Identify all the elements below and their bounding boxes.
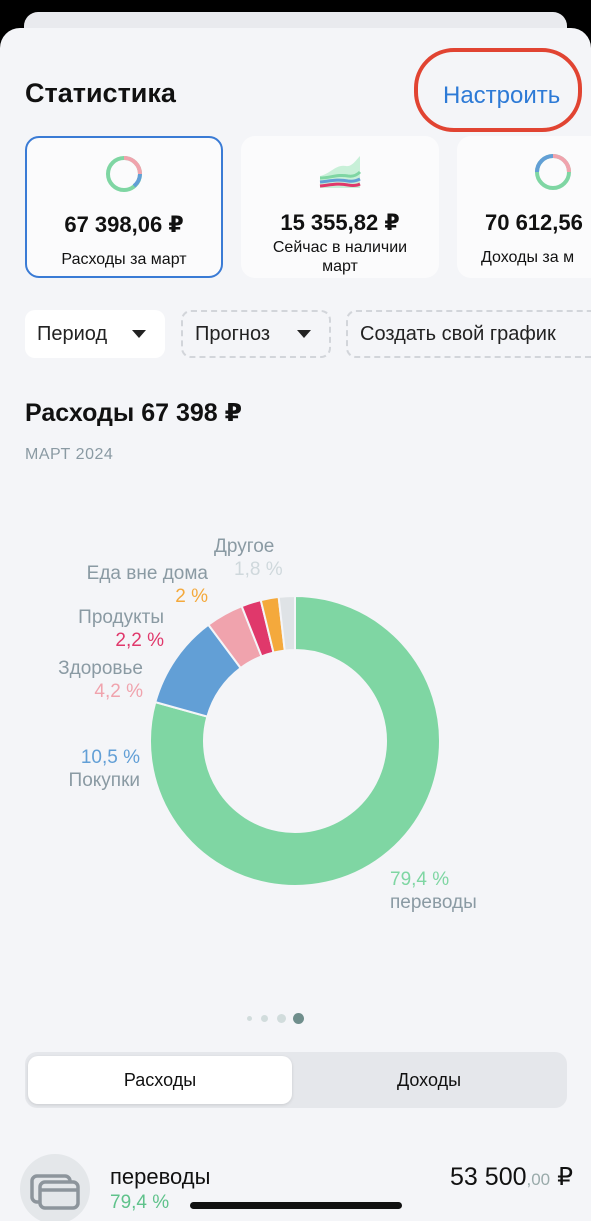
slice-name: Продукты [78, 607, 164, 628]
highlight-annotation [414, 48, 582, 132]
list-item-name[interactable]: переводы [110, 1164, 211, 1189]
slice-percent: 1,8 % [234, 559, 283, 580]
filter-period[interactable]: Период [25, 310, 165, 358]
card-amount: 15 355,82 ₽ [280, 210, 400, 235]
home-indicator[interactable] [190, 1202, 402, 1209]
card-amount: 70 612,56 [485, 210, 583, 235]
donut-slice-переводы[interactable] [149, 594, 441, 887]
period-subtitle: МАРТ 2024 [25, 446, 114, 463]
donut-mini-icon [535, 154, 571, 190]
slice-name: переводы [390, 892, 477, 913]
card-label: Доходы за м [481, 249, 575, 266]
type-segmented-control: Расходы Доходы [25, 1052, 567, 1108]
caret-down-icon [132, 330, 146, 338]
page-dot[interactable] [261, 1015, 268, 1022]
label-transfers: 79,4 % переводы [390, 868, 477, 914]
slice-name: Здоровье [58, 658, 143, 679]
card-amount: 67 398,06 ₽ [64, 212, 184, 237]
card-income[interactable]: 70 612,56 Доходы за м [457, 136, 591, 278]
wave-chart-icon [319, 156, 362, 188]
statistics-sheet: Статистика Настроить 67 398,06 ₽ Расходы… [0, 28, 591, 1221]
amount-main: 53 500 [450, 1163, 527, 1191]
slice-percent: 2 % [175, 586, 208, 607]
card-balance[interactable]: 15 355,82 ₽ Сейчас в наличии март [241, 136, 439, 278]
card-expenses[interactable]: 67 398,06 ₽ Расходы за март [25, 136, 223, 278]
donut-mini-icon [106, 156, 142, 192]
label-shopping: 10,5 % Покупки [20, 746, 140, 792]
segment-expenses[interactable]: Расходы [28, 1056, 292, 1104]
expenses-title: Расходы 67 398 ₽ [25, 399, 243, 427]
amount-cents: ,00 [526, 1170, 551, 1189]
segment-income[interactable]: Доходы [396, 1070, 462, 1090]
filter-label: Прогноз [195, 323, 271, 345]
label-health: Здоровье 4,2 % [20, 657, 143, 703]
slice-percent: 10,5 % [80, 747, 140, 768]
expenses-donut-chart [149, 594, 441, 887]
page-title: Статистика [25, 78, 176, 108]
create-chart-button[interactable]: Создать свой график [346, 310, 591, 358]
list-item-percent: 79,4 % [110, 1192, 170, 1213]
page-dot[interactable] [247, 1016, 252, 1021]
slice-name: Еда вне дома [86, 563, 208, 584]
wallet-icon [20, 1154, 90, 1221]
card-label: Расходы за март [61, 251, 187, 268]
page-dot[interactable] [277, 1014, 286, 1023]
slice-percent: 79,4 % [390, 869, 450, 890]
caret-down-icon [297, 330, 311, 338]
configure-button[interactable]: Настроить [443, 82, 561, 109]
currency: ₽ [557, 1163, 573, 1191]
slice-name: Другое [214, 536, 275, 557]
filter-label: Создать свой график [360, 323, 556, 345]
page-dot-active[interactable] [293, 1013, 304, 1024]
filter-forecast[interactable]: Прогноз [181, 310, 331, 358]
label-eating-out: Еда вне дома 2 % [60, 562, 208, 608]
filter-label: Период [37, 323, 108, 345]
slice-name: Покупки [68, 770, 140, 791]
card-label: Сейчас в наличии март [272, 239, 408, 275]
label-groceries: Продукты 2,2 % [40, 606, 164, 652]
label-other: Другое 1,8 % [214, 535, 283, 581]
slice-percent: 2,2 % [115, 630, 164, 651]
donut-slice-другое[interactable] [277, 594, 296, 652]
slice-percent: 4,2 % [94, 681, 143, 702]
list-item-amount: 53 500,00 ₽ [450, 1162, 573, 1192]
